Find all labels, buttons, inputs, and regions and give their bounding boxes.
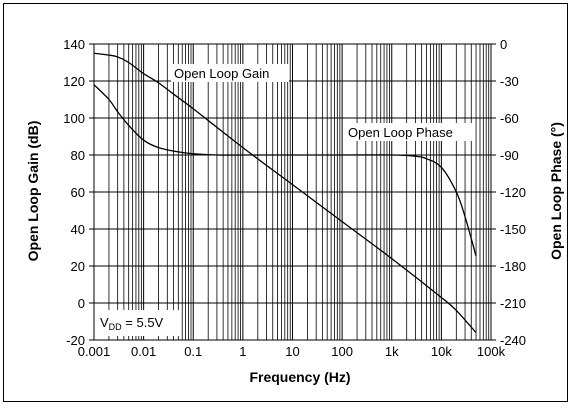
x-tick-label: 1: [239, 344, 246, 359]
y-right-tick-label: -240: [500, 333, 526, 348]
gain-label-bg: [171, 64, 289, 82]
y-right-tick-label: -180: [500, 259, 526, 274]
x-tick-label: 0.001: [78, 344, 111, 359]
y-left-tick-label: -20: [66, 333, 85, 348]
y-right-tick-label: -150: [500, 222, 526, 237]
y-right-axis-label: Open Loop Phase (°): [548, 122, 564, 260]
x-tick-label: 100k: [477, 344, 506, 359]
phase-series-label: Open Loop Phase: [348, 125, 453, 140]
y-right-tick-label: -30: [500, 74, 519, 89]
vdd-subscript: DD: [109, 322, 122, 332]
y-left-tick-label: 100: [63, 111, 85, 126]
y-left-tick-label: 40: [71, 222, 85, 237]
figure-frame: 0.001 0.01 0.1 1 10 100 1k 10k 100k 140 120 100 80 6…: [3, 3, 568, 402]
series-layer: [93, 52, 477, 334]
y-right-tick-label: -120: [500, 185, 526, 200]
vdd-label-bg: [96, 310, 180, 336]
x-tick-label: 10: [285, 344, 299, 359]
vdd-value: = 5.5V: [122, 315, 164, 330]
y-right-tick-label: -60: [500, 111, 519, 126]
x-tick-label: 10k: [431, 344, 452, 359]
x-axis-label: Frequency (Hz): [249, 369, 350, 385]
y-left-tick-label: 120: [63, 74, 85, 89]
major-grid: [89, 43, 496, 341]
open-loop-gain-line: [93, 52, 477, 334]
y-left-axis-label: Open Loop Gain (dB): [25, 121, 41, 262]
chart-svg: 0.001 0.01 0.1 1 10 100 1k 10k 100k 140 120 100 80 6…: [25, 37, 564, 385]
y-right-tick-labels: 0 -30 -60 -90 -120 -150 -180 -210 -240: [500, 37, 526, 348]
y-left-tick-labels: 140 120 100 80 60 40 20 0 -20: [63, 37, 85, 348]
phase-label-bg: [345, 123, 472, 141]
y-right-tick-label: 0: [500, 37, 507, 52]
y-left-tick-label: 80: [71, 148, 85, 163]
x-tick-labels: 0.001 0.01 0.1 1 10 100 1k 10k 100k: [78, 344, 506, 359]
y-right-tick-label: -210: [500, 296, 526, 311]
vdd-symbol: V: [100, 315, 109, 330]
y-right-tick-label: -90: [500, 148, 519, 163]
x-tick-label: 0.01: [131, 344, 156, 359]
x-tick-label: 1k: [385, 344, 399, 359]
plot-border: [93, 43, 492, 341]
x-tick-label: 100: [331, 344, 353, 359]
x-tick-label: 0.1: [184, 344, 202, 359]
y-left-tick-label: 20: [71, 259, 85, 274]
open-loop-phase-line: [93, 84, 477, 257]
gain-series-label: Open Loop Gain: [174, 66, 269, 81]
y-left-tick-label: 140: [63, 37, 85, 52]
y-left-tick-label: 60: [71, 185, 85, 200]
y-left-tick-label: 0: [78, 296, 85, 311]
vdd-annotation: VDD = 5.5V: [100, 315, 164, 332]
